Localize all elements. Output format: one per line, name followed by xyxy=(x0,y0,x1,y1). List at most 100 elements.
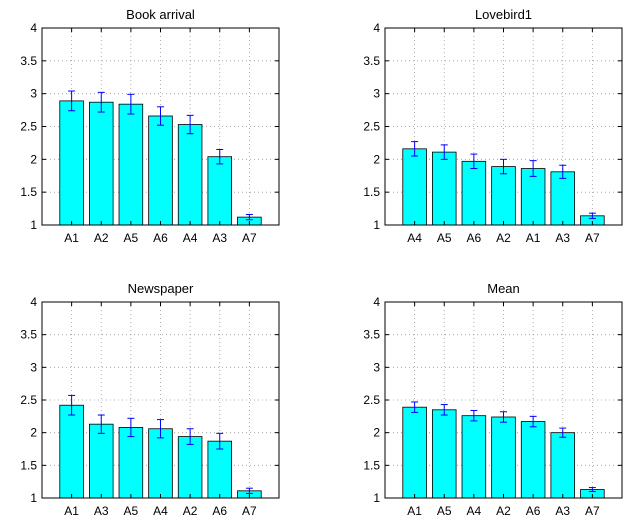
y-tick-label: 2 xyxy=(30,426,37,440)
error-bar-A3 xyxy=(216,148,224,165)
chart-title: Newspaper xyxy=(128,281,194,296)
error-bar-A6 xyxy=(157,106,164,126)
chart-title: Book arrival xyxy=(126,7,195,22)
x-tick-label: A4 xyxy=(467,504,482,518)
error-bar-A4 xyxy=(470,409,478,422)
x-tick-label: A6 xyxy=(526,504,541,518)
error-bar-A5 xyxy=(440,404,448,416)
x-tick-label: A2 xyxy=(496,231,511,245)
x-tick-label: A7 xyxy=(585,231,600,245)
error-bar-A6 xyxy=(529,415,537,428)
y-tick-label: 4 xyxy=(30,295,37,309)
error-bar-A1 xyxy=(411,401,419,413)
y-tick-label: 4 xyxy=(373,295,380,309)
bar-A5 xyxy=(431,409,457,499)
y-tick-label: 3.5 xyxy=(363,328,380,342)
bar-A6 xyxy=(461,160,487,226)
x-tick-label: A6 xyxy=(153,231,168,245)
x-tick-label: A4 xyxy=(153,504,168,518)
x-tick-label: A7 xyxy=(242,504,257,518)
bar-A4 xyxy=(177,124,203,226)
x-tick-label: A5 xyxy=(437,504,452,518)
error-bar-A3 xyxy=(559,427,567,438)
y-tick-label: 3 xyxy=(373,87,380,101)
y-tick-label: 2 xyxy=(373,426,380,440)
x-tick-label: A2 xyxy=(496,504,511,518)
chart-panel: 1 1.5 2 2.5 3 3.5 4 A4 A5 A6 A2 A1 A3 A7 Lovebird1 xyxy=(363,7,623,245)
error-bar-A5 xyxy=(127,93,135,115)
y-tick-label: 1.5 xyxy=(20,458,37,472)
bar-A3 xyxy=(550,432,576,499)
error-bar-A2 xyxy=(186,428,194,445)
y-tick-label: 3.5 xyxy=(20,328,37,342)
x-tick-label: A5 xyxy=(124,504,139,518)
y-tick-label: 1.5 xyxy=(20,185,37,199)
error-bar-A3 xyxy=(559,164,567,179)
y-tick-label: 1.5 xyxy=(363,185,380,199)
chart-panel: 1 1.5 2 2.5 3 3.5 4 A1 A2 A5 A6 A4 A3 A7 Book arrival xyxy=(20,7,280,245)
y-tick-label: 2 xyxy=(30,152,37,166)
error-bar-A5 xyxy=(440,144,448,160)
bar-A1 xyxy=(402,406,427,499)
error-bar-A5 xyxy=(127,417,135,438)
x-tick-label: A7 xyxy=(585,504,600,518)
y-tick-label: 1 xyxy=(30,491,37,505)
x-tick-label: A1 xyxy=(64,231,79,245)
bar-A3 xyxy=(89,423,114,499)
y-tick-label: 3 xyxy=(30,360,37,374)
x-tick-label: A1 xyxy=(407,504,422,518)
bar-A1 xyxy=(59,100,84,226)
error-bar-A6 xyxy=(216,432,224,450)
chart-title: Lovebird1 xyxy=(475,7,532,22)
chart-title: Mean xyxy=(487,281,520,296)
error-bar-A7 xyxy=(588,212,596,219)
bar-A3 xyxy=(550,171,576,226)
y-tick-label: 4 xyxy=(373,21,380,35)
error-bar-A1 xyxy=(529,160,537,177)
error-bar-A1 xyxy=(68,90,76,112)
x-tick-label: A3 xyxy=(555,231,570,245)
y-tick-label: 2.5 xyxy=(20,120,37,134)
x-tick-label: A4 xyxy=(407,231,422,245)
error-bar-A4 xyxy=(186,114,194,135)
bar-A5 xyxy=(431,151,457,226)
error-bar-A2 xyxy=(97,91,105,113)
y-tick-label: 1.5 xyxy=(363,458,380,472)
x-tick-label: A6 xyxy=(467,231,482,245)
y-tick-label: 4 xyxy=(30,21,37,35)
bar-A2 xyxy=(491,166,516,226)
x-tick-label: A7 xyxy=(242,231,257,245)
error-bar-A3 xyxy=(97,414,105,434)
bar-A4 xyxy=(402,148,427,226)
x-tick-label: A3 xyxy=(555,504,570,518)
y-tick-label: 3.5 xyxy=(363,54,380,68)
y-tick-label: 2 xyxy=(373,152,380,166)
x-tick-label: A1 xyxy=(526,231,541,245)
bar-A1 xyxy=(59,404,84,499)
error-bar-A6 xyxy=(470,153,478,170)
bar-A2 xyxy=(491,416,516,499)
y-tick-label: 2.5 xyxy=(363,120,380,134)
y-tick-label: 3 xyxy=(373,360,380,374)
bar-A1 xyxy=(520,168,546,226)
bar-A4 xyxy=(148,428,173,499)
x-tick-label: A5 xyxy=(437,231,452,245)
x-tick-label: A6 xyxy=(212,504,227,518)
error-bar-A2 xyxy=(500,411,507,423)
y-tick-label: 2.5 xyxy=(20,393,37,407)
error-bar-A4 xyxy=(157,419,164,439)
y-tick-label: 1 xyxy=(30,218,37,232)
bar-A5 xyxy=(118,427,144,499)
x-tick-label: A2 xyxy=(183,504,198,518)
x-tick-label: A3 xyxy=(94,504,109,518)
bar-A6 xyxy=(207,440,232,499)
error-bar-A4 xyxy=(411,141,419,157)
x-tick-label: A5 xyxy=(124,231,139,245)
bar-A4 xyxy=(461,415,487,499)
x-tick-label: A2 xyxy=(94,231,109,245)
x-tick-label: A4 xyxy=(183,231,198,245)
bar-A6 xyxy=(148,115,173,226)
bar-A6 xyxy=(520,421,546,499)
error-bar-A1 xyxy=(68,394,76,416)
